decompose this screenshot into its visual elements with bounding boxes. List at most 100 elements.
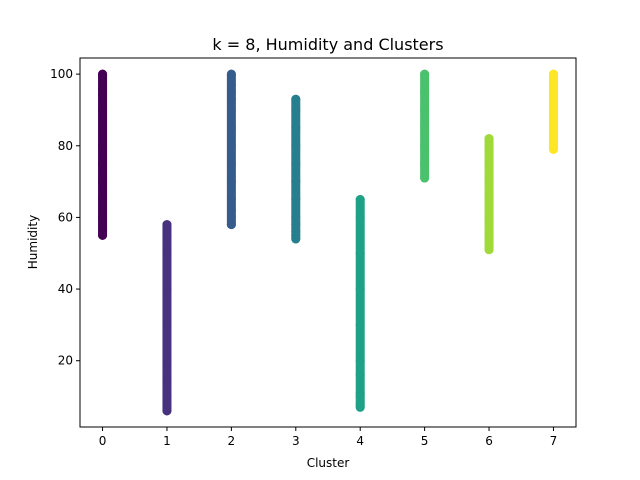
cluster-0-series bbox=[98, 69, 108, 240]
y-axis-label: Humidity bbox=[26, 215, 40, 269]
data-point bbox=[226, 159, 236, 169]
data-point bbox=[420, 69, 430, 79]
data-point bbox=[291, 195, 301, 205]
data-point bbox=[98, 227, 108, 237]
y-axis: 20 40 60 80 100 bbox=[50, 67, 80, 368]
y-tick-label: 40 bbox=[58, 282, 73, 296]
cluster-2-series bbox=[226, 69, 236, 230]
data-point bbox=[226, 220, 236, 230]
data-point bbox=[226, 212, 236, 222]
data-point bbox=[548, 123, 558, 133]
data-point bbox=[98, 177, 108, 187]
data-point bbox=[162, 320, 172, 330]
x-tick-label: 4 bbox=[356, 434, 364, 448]
x-tick-label: 7 bbox=[550, 434, 558, 448]
data-point bbox=[291, 220, 301, 230]
data-point bbox=[291, 227, 301, 237]
data-point bbox=[226, 141, 236, 151]
x-tick-label: 2 bbox=[228, 434, 236, 448]
data-point bbox=[420, 159, 430, 169]
data-point bbox=[226, 80, 236, 90]
data-point bbox=[355, 248, 365, 258]
data-point bbox=[98, 91, 108, 101]
data-point bbox=[291, 141, 301, 151]
data-point bbox=[291, 177, 301, 187]
data-point bbox=[291, 105, 301, 115]
x-tick-label: 3 bbox=[292, 434, 300, 448]
data-point bbox=[226, 94, 236, 104]
data-point bbox=[355, 370, 365, 380]
data-point bbox=[420, 123, 430, 133]
data-point bbox=[484, 245, 494, 255]
data-point bbox=[162, 284, 172, 294]
data-point bbox=[226, 105, 236, 115]
data-point bbox=[355, 399, 365, 409]
data-point bbox=[291, 212, 301, 222]
data-point bbox=[355, 356, 365, 366]
cluster-3-series bbox=[291, 94, 301, 244]
plot-frame bbox=[79, 57, 577, 428]
y-tick-label: 20 bbox=[58, 354, 73, 368]
x-axis-label: Cluster bbox=[307, 456, 350, 470]
data-point bbox=[484, 230, 494, 240]
data-point bbox=[484, 212, 494, 222]
y-tick-label: 100 bbox=[50, 67, 73, 81]
data-point bbox=[162, 230, 172, 240]
data-point bbox=[98, 141, 108, 151]
data-point bbox=[355, 320, 365, 330]
cluster-6-series bbox=[484, 134, 494, 255]
data-point bbox=[226, 195, 236, 205]
cluster-5-series bbox=[420, 69, 430, 183]
data-point bbox=[162, 392, 172, 402]
data-point bbox=[162, 248, 172, 258]
data-point bbox=[162, 374, 172, 384]
data-point bbox=[98, 69, 108, 79]
data-point bbox=[98, 105, 108, 115]
data-point bbox=[355, 388, 365, 398]
data-point bbox=[162, 399, 172, 409]
x-tick-label: 0 bbox=[99, 434, 107, 448]
data-point bbox=[484, 177, 494, 187]
data-point bbox=[162, 220, 172, 230]
data-point bbox=[98, 195, 108, 205]
y-tick-label: 80 bbox=[58, 139, 73, 153]
data-point bbox=[226, 87, 236, 97]
data-point bbox=[226, 69, 236, 79]
data-point bbox=[420, 141, 430, 151]
data-point bbox=[226, 205, 236, 215]
data-point bbox=[420, 173, 430, 183]
cluster-1-series bbox=[162, 220, 172, 416]
data-point bbox=[98, 123, 108, 133]
data-point bbox=[291, 123, 301, 133]
x-tick-label: 6 bbox=[485, 434, 493, 448]
data-point bbox=[548, 69, 558, 79]
data-point bbox=[355, 212, 365, 222]
data-point bbox=[420, 105, 430, 115]
data-point bbox=[98, 159, 108, 169]
data-point bbox=[420, 87, 430, 97]
data-point bbox=[226, 177, 236, 187]
data-point bbox=[291, 94, 301, 104]
data-point bbox=[548, 105, 558, 115]
data-point bbox=[291, 159, 301, 169]
data-point bbox=[162, 356, 172, 366]
data-point bbox=[484, 195, 494, 205]
data-point bbox=[98, 83, 108, 93]
points-layer bbox=[98, 69, 558, 416]
cluster-4-series bbox=[355, 195, 365, 412]
data-point bbox=[98, 212, 108, 222]
data-point bbox=[548, 141, 558, 151]
data-point bbox=[226, 123, 236, 133]
data-point bbox=[355, 195, 365, 205]
data-point bbox=[484, 141, 494, 151]
x-tick-label: 5 bbox=[421, 434, 429, 448]
data-point bbox=[484, 159, 494, 169]
data-point bbox=[548, 87, 558, 97]
data-point bbox=[355, 284, 365, 294]
y-tick-label: 60 bbox=[58, 210, 73, 224]
x-axis: 0 1 2 3 4 5 6 7 bbox=[99, 427, 558, 448]
data-point bbox=[484, 134, 494, 144]
x-tick-label: 1 bbox=[163, 434, 171, 448]
chart-title: k = 8, Humidity and Clusters bbox=[212, 35, 443, 54]
